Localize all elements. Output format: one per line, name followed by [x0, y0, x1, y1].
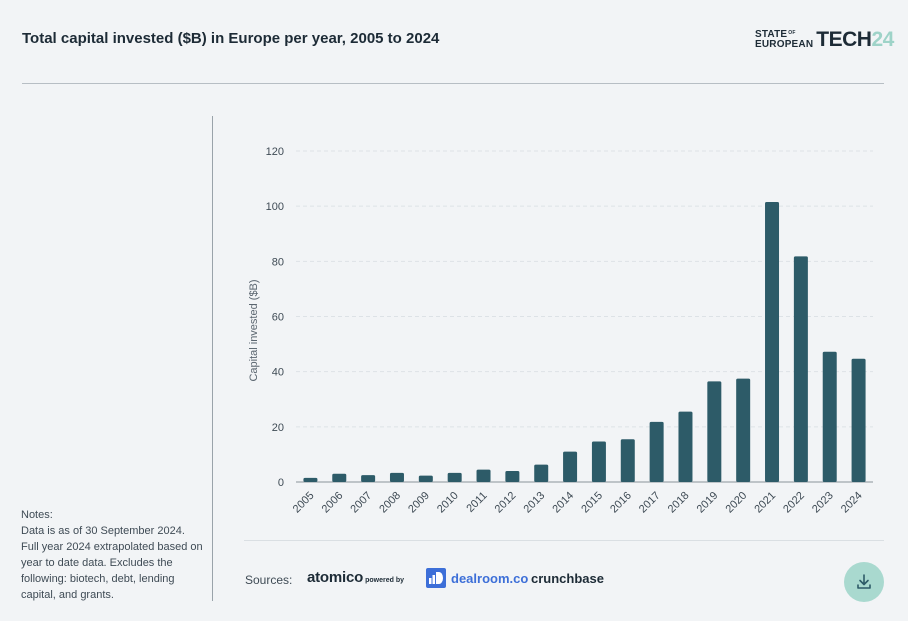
bar	[361, 475, 376, 482]
bar	[822, 351, 837, 482]
bar	[678, 411, 693, 482]
x-tick-label: 2010	[435, 490, 461, 516]
crunchbase-logo: crunchbase	[531, 571, 604, 586]
bar	[591, 441, 606, 482]
x-tick-label: 2005	[291, 490, 317, 516]
notes-line: Data is as of 30 September 2024.	[21, 525, 185, 537]
x-tick-label: 2007	[348, 490, 374, 516]
sources-label: Sources:	[245, 573, 293, 587]
sources-divider	[244, 540, 884, 541]
download-button[interactable]	[844, 562, 884, 602]
x-tick-label: 2020	[723, 490, 749, 516]
y-axis-label: Capital invested ($B)	[248, 279, 260, 381]
x-tick-label: 2006	[320, 490, 346, 516]
bar	[793, 256, 808, 482]
bar-chart: 0 20 40 60 80 100 120 Capital invested ($B) 2005…	[248, 146, 873, 516]
x-tick-label: 2016	[608, 490, 634, 516]
atomico-logo: atomico powered by	[307, 569, 405, 586]
x-tick-label: 2018	[666, 490, 692, 516]
notes-panel: Notes: Data is as of 30 September 2024. …	[21, 507, 203, 603]
y-tick-label: 60	[272, 312, 284, 324]
bar	[418, 475, 433, 482]
y-tick-label: 80	[272, 256, 284, 268]
x-tick-label: 2017	[637, 490, 663, 516]
y-tick-label: 0	[278, 477, 284, 489]
y-tick-label: 100	[266, 201, 284, 213]
header-divider	[22, 83, 884, 84]
chart-title: Total capital invested ($B) in Europe pe…	[22, 30, 440, 47]
bar	[620, 439, 635, 482]
bar	[563, 451, 578, 482]
x-tick-label: 2019	[695, 490, 721, 516]
notes-line: Full year 2024 extrapolated based on yea…	[21, 541, 203, 601]
bar	[447, 472, 462, 482]
y-tick-label: 40	[272, 367, 284, 379]
bar	[534, 464, 549, 482]
x-tick-label: 2023	[810, 490, 836, 516]
state-of-european-tech-logo: STATE OF EUROPEAN TECH 24	[755, 28, 894, 51]
notes-heading: Notes:	[21, 509, 53, 521]
bar	[765, 202, 780, 482]
x-tick-label: 2011	[464, 490, 489, 515]
bar	[389, 472, 404, 482]
y-tick-label: 20	[272, 422, 284, 434]
bar	[649, 421, 664, 482]
bar	[851, 358, 866, 482]
x-tick-label: 2021	[752, 490, 778, 516]
x-tick-label: 2014	[550, 490, 576, 516]
x-tick-label: 2022	[781, 490, 807, 516]
y-tick-label: 120	[266, 146, 284, 158]
notes-divider	[212, 116, 213, 601]
x-tick-label: 2009	[406, 490, 432, 516]
bar	[707, 381, 722, 482]
bar	[505, 470, 520, 482]
x-tick-label: 2024	[839, 490, 865, 516]
dealroom-icon	[426, 568, 446, 588]
bar	[332, 473, 347, 482]
x-tick-label: 2015	[579, 490, 605, 516]
x-tick-label: 2012	[493, 490, 519, 516]
bar	[736, 378, 751, 482]
bar	[476, 469, 491, 482]
x-tick-label: 2008	[377, 490, 403, 516]
bar	[303, 477, 318, 482]
dealroom-logo: dealroom.co	[426, 568, 528, 588]
download-icon	[857, 574, 871, 589]
x-tick-label: 2013	[522, 490, 548, 516]
